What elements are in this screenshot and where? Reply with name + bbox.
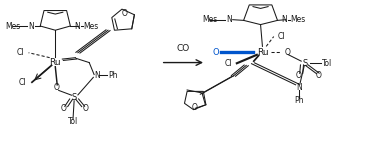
Text: O: O — [191, 103, 197, 112]
Text: O: O — [61, 105, 67, 113]
Text: O: O — [54, 83, 59, 92]
Text: O: O — [296, 71, 302, 80]
Text: Ph: Ph — [294, 96, 304, 105]
Text: Cl: Cl — [225, 59, 232, 68]
Text: Mes: Mes — [291, 15, 306, 24]
Text: S: S — [302, 59, 308, 68]
Text: Tol: Tol — [68, 117, 78, 126]
Text: CO: CO — [177, 44, 190, 53]
Text: N: N — [28, 21, 34, 31]
Text: S: S — [71, 93, 77, 102]
Text: N: N — [226, 15, 232, 24]
Text: N: N — [94, 71, 100, 80]
Text: Mes: Mes — [5, 21, 20, 31]
Text: O: O — [122, 9, 128, 18]
Text: N: N — [74, 21, 80, 31]
Text: O: O — [285, 48, 291, 57]
Text: Tol: Tol — [322, 59, 332, 68]
Text: Cl: Cl — [17, 48, 24, 57]
Text: O: O — [82, 105, 88, 113]
Text: Mes: Mes — [84, 21, 99, 31]
Text: Mes: Mes — [202, 15, 217, 24]
Text: Ru: Ru — [50, 58, 61, 67]
Text: N: N — [296, 83, 302, 92]
Text: N: N — [281, 15, 287, 24]
Text: Cl: Cl — [277, 32, 285, 41]
Text: Ru: Ru — [257, 48, 268, 57]
Text: O: O — [316, 71, 322, 80]
Text: Cl: Cl — [19, 78, 26, 87]
Text: O: O — [213, 48, 219, 57]
Text: Ph: Ph — [108, 71, 118, 80]
